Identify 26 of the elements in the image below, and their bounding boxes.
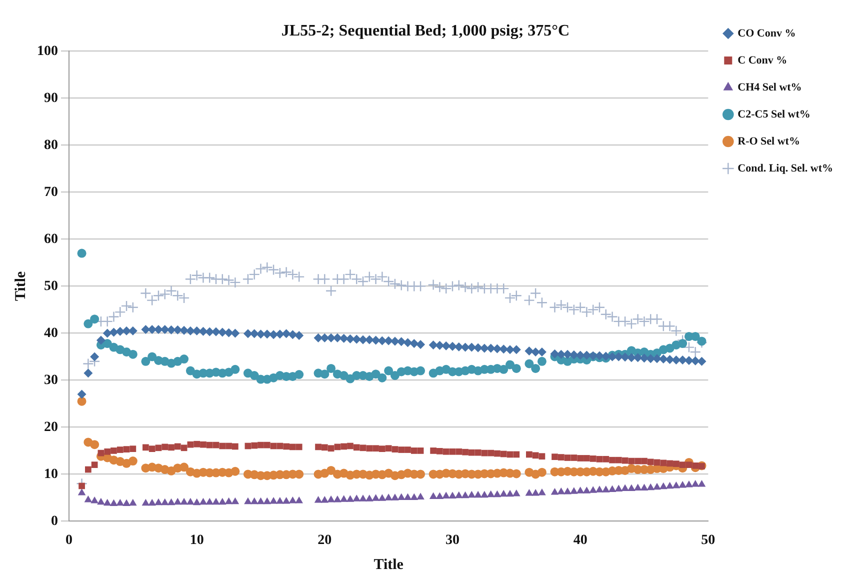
legend-label: R-O Sel wt% [738, 135, 800, 148]
legend-label: Cond. Liq. Sel. wt% [738, 162, 834, 174]
y-tick-label: 10 [44, 466, 58, 482]
y-tick-label: 20 [44, 420, 58, 435]
y-tick-label: 50 [44, 278, 58, 294]
legend-label: CH4 Sel wt% [738, 81, 802, 94]
y-tick-label: 100 [37, 44, 58, 59]
y-tick-label: 70 [44, 184, 58, 200]
y-tick-label: 80 [44, 138, 58, 153]
x-tick-label: 40 [573, 533, 588, 548]
y-tick-label: 90 [44, 90, 58, 106]
legend-label: C Conv % [738, 54, 788, 66]
x-tick-label: 30 [445, 533, 460, 548]
x-tick-label: 0 [66, 533, 72, 548]
legend-label: CO Conv % [738, 27, 796, 40]
y-tick-label: 60 [44, 232, 58, 247]
y-tick-label: 30 [44, 372, 58, 388]
y-tick-label: 40 [44, 326, 58, 341]
x-tick-label: 10 [190, 533, 204, 548]
chart-title: JL55-2; Sequential Bed; 1,000 psig; 375°C [281, 22, 570, 40]
y-tick-label: 0 [51, 514, 58, 529]
x-tick-label: 50 [701, 533, 716, 548]
x-axis-title: Title [374, 556, 404, 573]
legend-label: C2-C5 Sel wt% [738, 108, 810, 120]
y-axis-title: Title [12, 271, 29, 302]
x-tick-label: 20 [318, 533, 332, 548]
